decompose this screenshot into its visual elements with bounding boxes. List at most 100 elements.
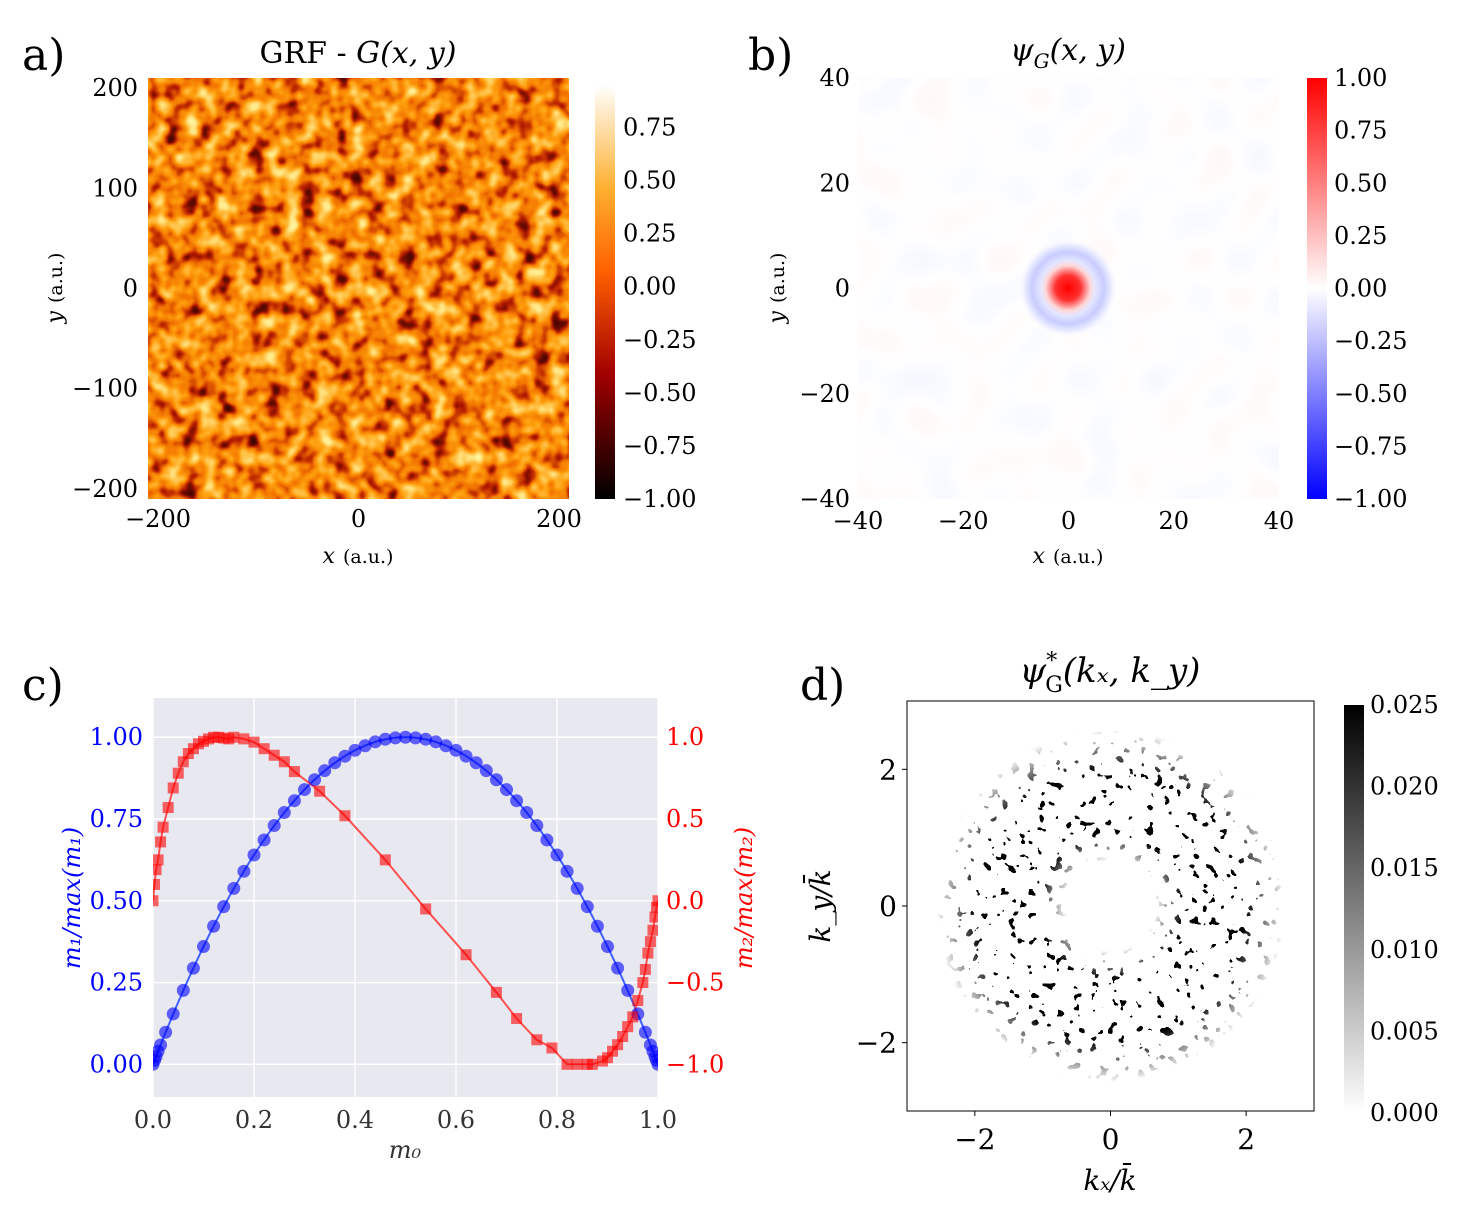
data-point-m1: [237, 864, 251, 878]
data-point-m2: [278, 756, 290, 768]
panel-c-grid: [152, 698, 659, 1097]
data-point-m1: [358, 739, 372, 753]
panel-a-title-prefix: GRF -: [260, 36, 357, 71]
data-point-m2: [511, 1013, 523, 1025]
x-tick-label: 1.0: [639, 1106, 677, 1134]
panel-b-y-ticks: −40 −20 0 20 40: [799, 64, 850, 513]
panel-b-ylabel-unit: (a.u.): [767, 253, 789, 303]
data-point-m1: [550, 848, 564, 862]
panel-b-ylabel: y (a.u.): [765, 253, 790, 325]
data-point-m1: [489, 773, 503, 787]
panel-a-colorbar-ticks: 0.75 0.50 0.25 0.00 −0.25 −0.50 −0.75 −1.00: [623, 113, 697, 513]
panel-a-x-ticks: −200 0 200: [125, 505, 582, 533]
data-point-m1: [388, 731, 402, 745]
data-point-m1: [621, 983, 635, 997]
y-right-tick-label: 0.5: [666, 805, 704, 833]
panel-b-colorbar-ticks: 1.00 0.75 0.50 0.25 0.00 −0.25 −0.50 −0.75 −1.00: [1334, 64, 1408, 513]
data-point-m2: [490, 986, 502, 998]
x-tick-label: 40: [1264, 507, 1295, 535]
x-tick-label: 20: [1158, 507, 1189, 535]
panel-d-title-sub: G: [1045, 673, 1063, 698]
data-point-m2: [460, 949, 472, 961]
y-tick-label: 100: [92, 174, 138, 202]
colorbar-tick-label: 0.50: [1334, 169, 1387, 197]
panel-b-title: ψG(x, y): [1010, 33, 1126, 73]
panel-b-title-sub: G: [1034, 49, 1050, 73]
colorbar-tick-label: 0.010: [1370, 936, 1439, 964]
panel-c-x-ticks: 0.0 0.2 0.4 0.6 0.8 1.0: [134, 1106, 677, 1134]
data-point-m2: [339, 810, 351, 822]
colorbar-tick-label: 0.000: [1370, 1099, 1439, 1127]
panel-b-title-args: (x, y): [1050, 33, 1126, 68]
data-point-m2: [228, 731, 240, 743]
x-tick-label: 0.0: [134, 1106, 172, 1134]
data-point-m2: [420, 903, 432, 915]
data-point-m1: [328, 756, 342, 770]
data-point-m1: [217, 900, 231, 914]
data-point-m1: [651, 1057, 658, 1071]
data-point-m2: [379, 854, 391, 866]
data-point-m1: [419, 732, 433, 746]
data-point-m1: [590, 919, 604, 933]
x-tick-label: −20: [938, 507, 989, 535]
panel-a-title-func: G(x, y): [356, 36, 456, 71]
data-point-m2: [612, 1039, 624, 1051]
data-point-m2: [632, 995, 644, 1007]
panel-c-y-left-ticks: 0.00 0.25 0.50 0.75 1.00: [90, 723, 143, 1078]
panel-a-ylabel-var: y: [43, 310, 68, 324]
y-right-tick-label: 0.0: [666, 887, 704, 915]
y-tick-label: −2: [856, 1027, 897, 1060]
colorbar-tick-label: −1.00: [623, 485, 697, 513]
data-point-m2: [652, 895, 658, 907]
panel-a-ylabel: y (a.u.): [43, 253, 68, 325]
data-point-m2: [561, 1058, 573, 1070]
data-point-m2: [167, 782, 179, 794]
panel-a-heatmap: [148, 78, 569, 499]
panel-d-title: ψ* G(kₓ, k_y): [1020, 649, 1201, 698]
data-point-m1: [479, 764, 493, 778]
panel-c-ylabel-right: m₂/max(m₂): [730, 827, 758, 969]
data-point-m2: [607, 1045, 619, 1057]
data-point-m2: [177, 756, 189, 768]
y-tick-label: −20: [799, 380, 850, 408]
data-point-m2: [153, 878, 161, 890]
data-point-m2: [647, 924, 658, 936]
y-tick-label: 0: [879, 890, 897, 923]
data-point-m1: [638, 1025, 652, 1039]
panel-b-ylabel-var: y: [765, 310, 790, 324]
panel-d-colorbar-ticks: 0.025 0.020 0.015 0.010 0.005 0.000: [1370, 691, 1439, 1127]
data-point-m1: [611, 961, 625, 975]
data-point-m2: [288, 766, 300, 778]
data-point-m2: [172, 767, 184, 779]
data-point-m1: [570, 881, 584, 895]
data-point-m2: [586, 1058, 598, 1070]
x-tick-label: 0.4: [336, 1106, 374, 1134]
data-point-m1: [439, 739, 453, 753]
colorbar-tick-label: 0.020: [1370, 773, 1439, 801]
panel-a: a) GRF - G(x, y) −200 0 200 −200 −100 0 100 20…: [22, 30, 697, 569]
data-point-m1: [197, 940, 210, 954]
panel-d-colorbar: [1344, 705, 1364, 1113]
data-point-m1: [429, 735, 443, 749]
panel-label-a: a): [22, 30, 65, 81]
y-right-tick-label: −0.5: [666, 969, 724, 997]
colorbar-tick-label: 0.00: [1334, 275, 1387, 303]
panel-a-ylabel-unit: (a.u.): [45, 253, 67, 303]
panel-c-series-m1: [153, 730, 658, 1071]
panel-a-xlabel-var: x: [323, 544, 336, 569]
colorbar-tick-label: −0.75: [623, 432, 697, 460]
panel-a-colorbar: [595, 85, 615, 499]
x-tick-label: 0: [1061, 507, 1076, 535]
panel-a-xlabel: x (a.u.): [323, 544, 394, 569]
data-point-m1: [368, 735, 382, 749]
panel-a-xlabel-unit: (a.u.): [343, 546, 393, 568]
data-point-m2: [546, 1042, 558, 1054]
panel-c-y-right-ticks: 1.0 0.5 0.0 −0.5 −1.0: [666, 723, 724, 1078]
panel-b-colorbar: [1307, 78, 1327, 499]
y-left-tick-label: 0.25: [90, 969, 143, 997]
colorbar-tick-label: 0.25: [623, 220, 676, 248]
data-point-m1: [166, 1007, 180, 1021]
y-tick-label: −100: [72, 375, 138, 403]
data-point-m1: [227, 881, 241, 895]
colorbar-tick-label: −0.25: [1334, 327, 1408, 355]
